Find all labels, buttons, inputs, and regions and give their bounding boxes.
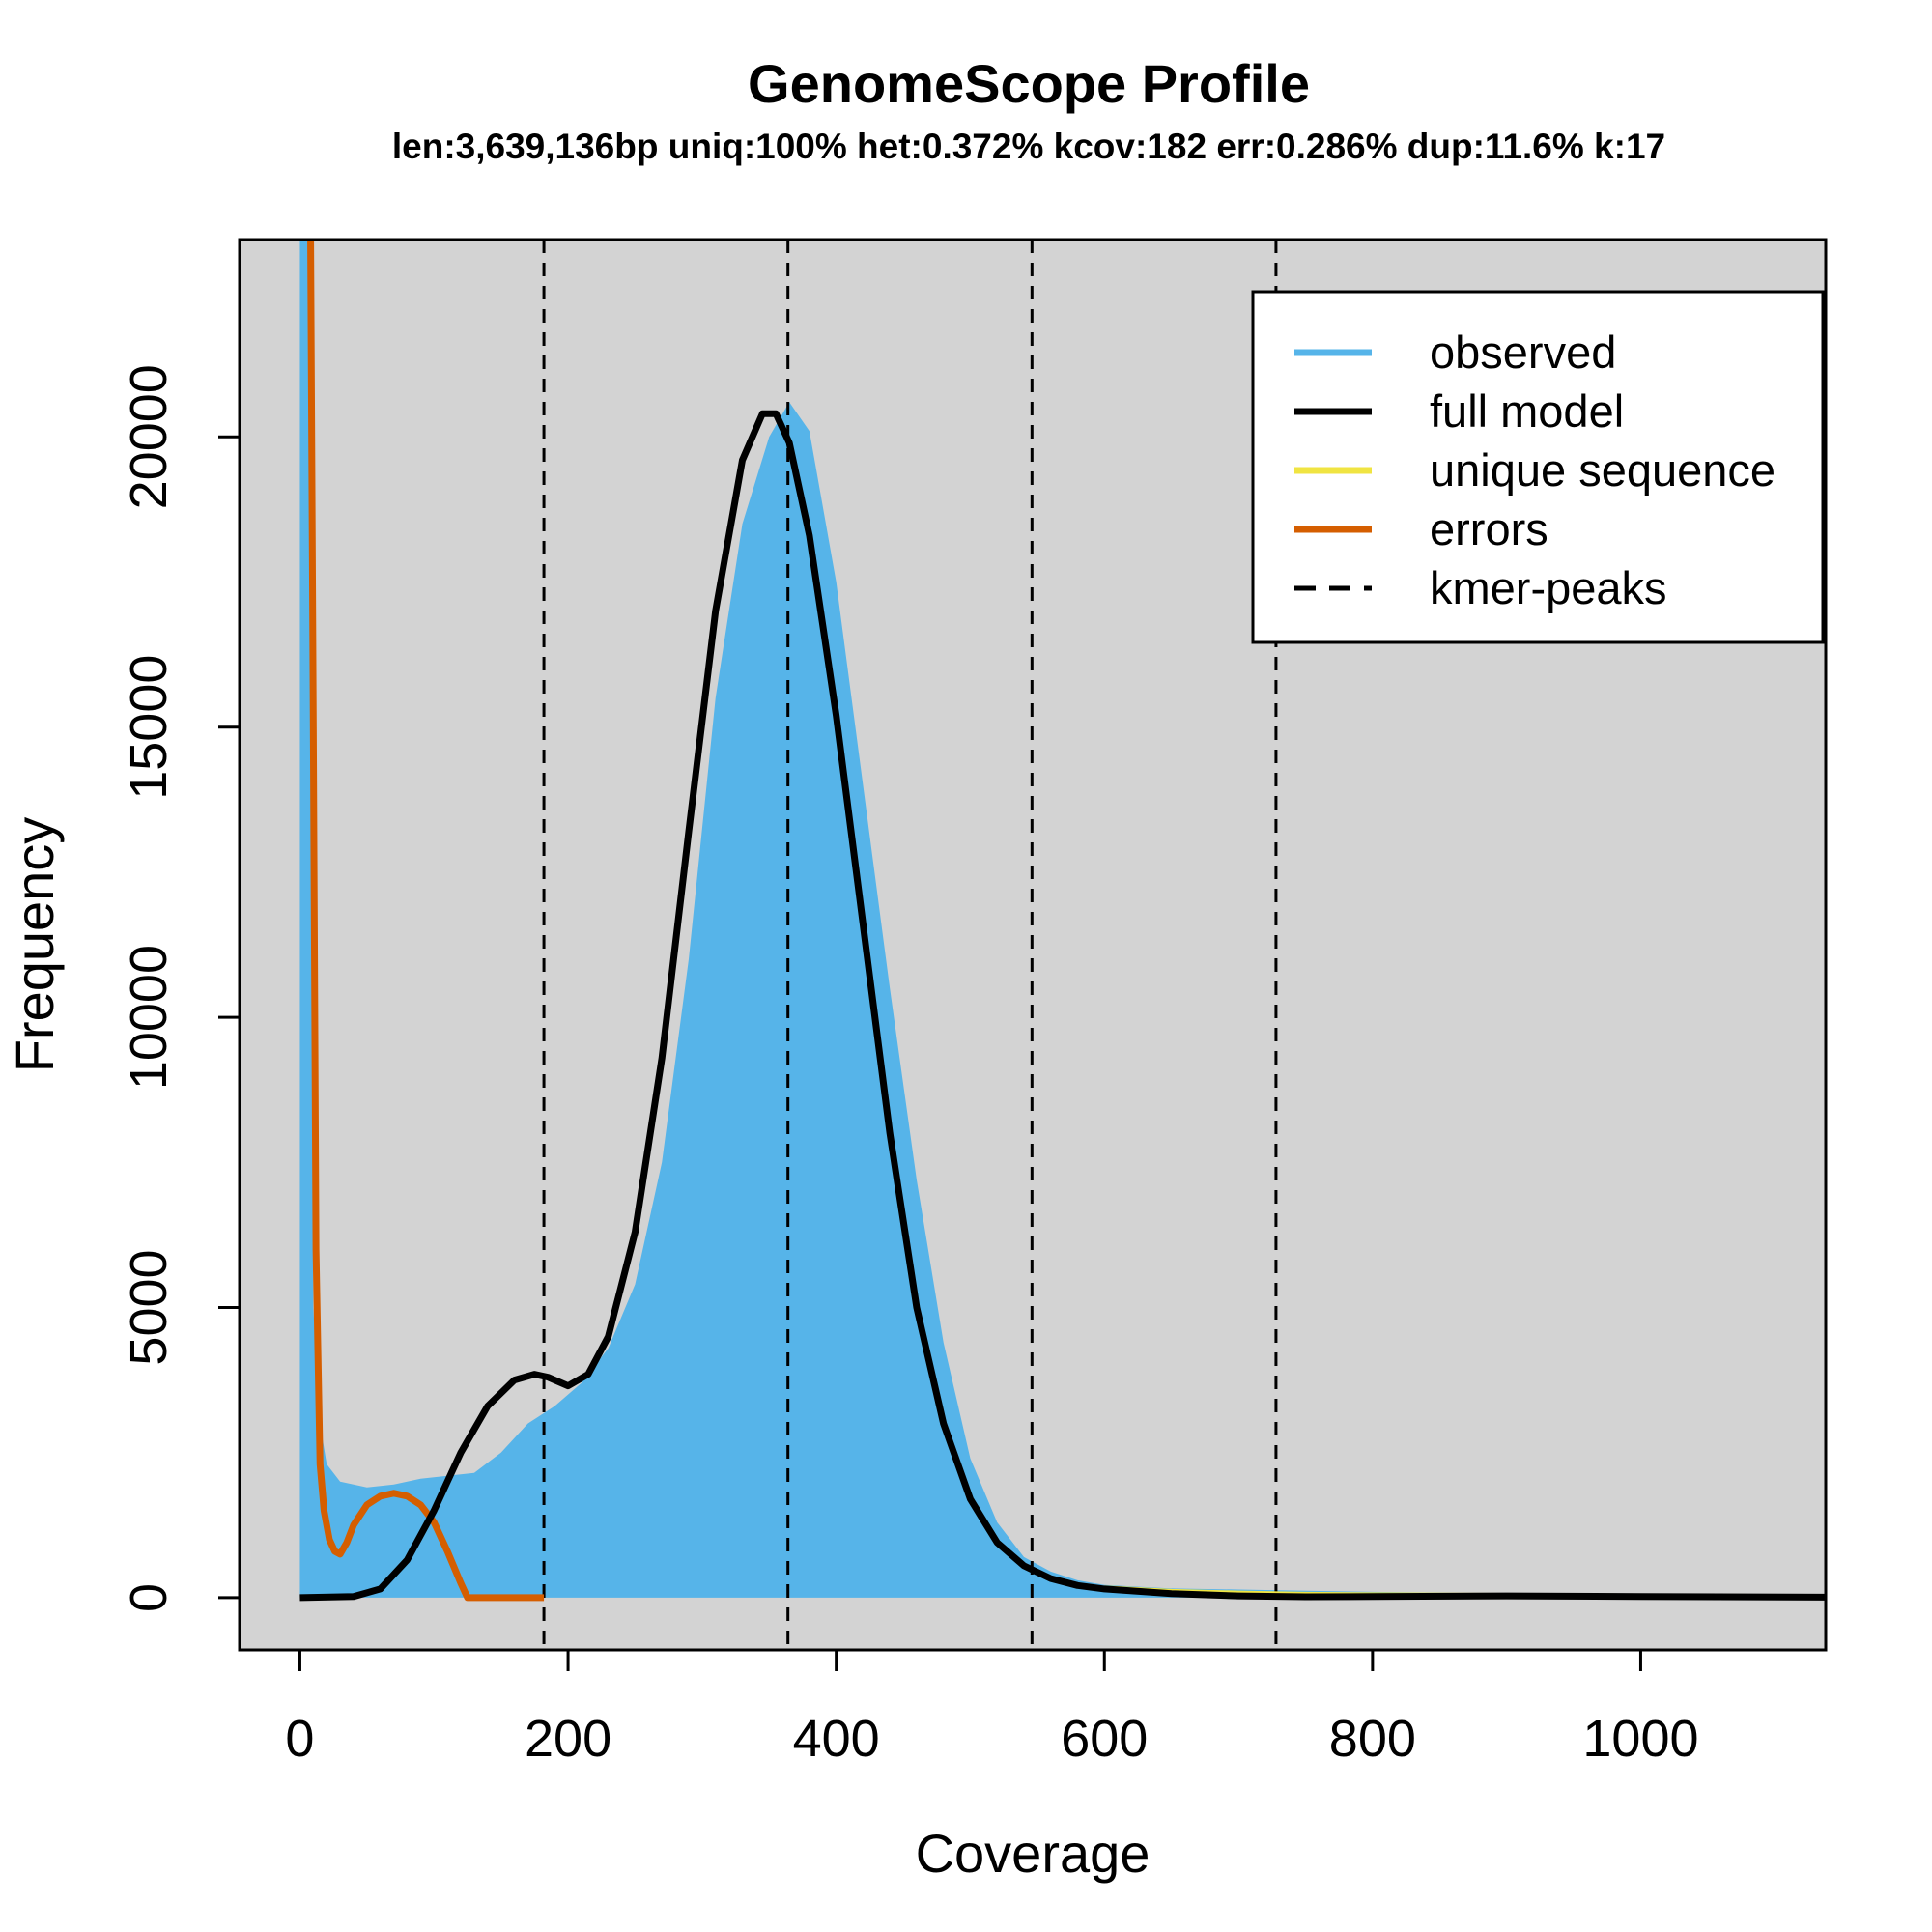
series-observed (299, 240, 1826, 1598)
x-tick-label-0: 0 (285, 1710, 314, 1768)
y-tick-label-0: 0 (120, 1583, 178, 1612)
y-tick-label-10000: 10000 (120, 945, 178, 1090)
x-tick-label-800: 800 (1329, 1710, 1416, 1768)
y-axis-label: Frequency (4, 817, 65, 1073)
legend-label-kmer-peaks: kmer-peaks (1430, 562, 1667, 613)
series-full-model (299, 410, 1827, 1602)
x-tick-label-1000: 1000 (1582, 1710, 1698, 1768)
legend: observed full model unique sequence errors k… (1251, 290, 1825, 644)
legend-label-errors: errors (1430, 503, 1548, 554)
y-tick-label-15000: 15000 (120, 655, 178, 800)
x-tick-label-400: 400 (793, 1710, 880, 1768)
legend-label-unique-sequence: unique sequence (1430, 444, 1776, 496)
chart-subtitle: len:3,639,136bp uniq:100% het:0.372% kco… (392, 127, 1665, 166)
x-tick-label-600: 600 (1061, 1710, 1148, 1768)
x-tick-label-200: 200 (525, 1710, 611, 1768)
chart-title: GenomeScope Profile (748, 53, 1310, 114)
y-tick-label-5000: 5000 (120, 1249, 178, 1365)
legend-label-observed: observed (1430, 327, 1616, 378)
y-tick-label-20000: 20000 (120, 364, 178, 509)
legend-label-full-model: full model (1430, 385, 1624, 437)
x-axis-label: Coverage (916, 1823, 1151, 1884)
series-errors (307, 239, 545, 1602)
